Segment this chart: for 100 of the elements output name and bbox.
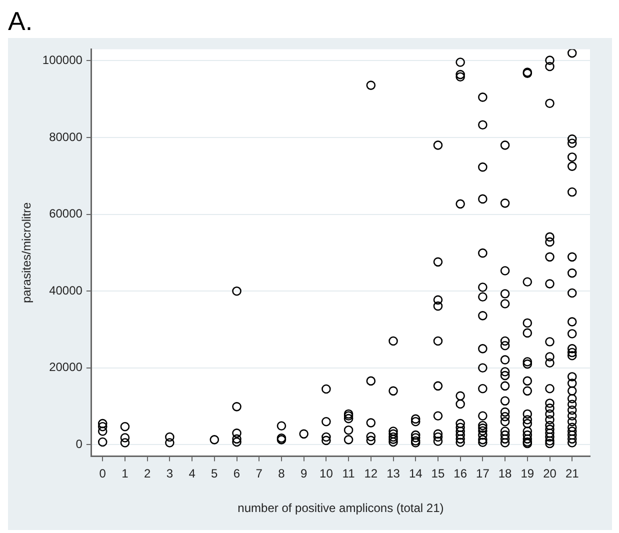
y-tick-label: 80000 xyxy=(49,130,83,144)
point xyxy=(344,414,354,424)
x-tick-label: 6 xyxy=(233,466,240,481)
point xyxy=(232,402,242,412)
point xyxy=(410,433,420,442)
point xyxy=(567,152,577,162)
point xyxy=(478,426,488,436)
point xyxy=(478,384,488,394)
point xyxy=(322,384,331,394)
point xyxy=(567,438,577,448)
point xyxy=(545,404,554,413)
point xyxy=(478,411,488,421)
x-tick-label: 19 xyxy=(520,466,534,481)
x-tick-label: 11 xyxy=(342,466,356,481)
point xyxy=(522,418,532,428)
point xyxy=(567,426,577,436)
x-tick-label: 3 xyxy=(166,466,174,481)
point xyxy=(165,438,174,448)
x-tick-label: 12 xyxy=(364,466,378,481)
point xyxy=(545,415,554,424)
point xyxy=(545,337,554,346)
point xyxy=(522,430,532,440)
x-tick-label: 7 xyxy=(256,466,263,481)
point xyxy=(478,194,488,204)
point xyxy=(433,257,443,267)
point xyxy=(478,435,488,444)
point xyxy=(232,428,242,438)
point xyxy=(322,416,331,426)
point xyxy=(500,140,510,150)
point xyxy=(500,367,510,376)
point xyxy=(210,435,220,444)
point xyxy=(410,416,420,426)
point xyxy=(500,370,510,380)
point xyxy=(545,98,554,108)
point xyxy=(433,381,443,391)
point xyxy=(567,350,577,360)
point xyxy=(545,62,554,72)
point xyxy=(388,426,398,436)
point xyxy=(478,292,488,302)
point xyxy=(232,437,242,447)
point xyxy=(344,425,354,435)
point xyxy=(456,72,465,82)
x-tick-label: 1 xyxy=(122,466,129,481)
point xyxy=(98,418,108,428)
point xyxy=(522,359,532,369)
y-axis-title: parasites/microlitre xyxy=(20,202,34,304)
point xyxy=(567,411,577,421)
point xyxy=(522,328,532,338)
point xyxy=(478,162,488,172)
point xyxy=(456,426,465,436)
point xyxy=(410,438,420,448)
point xyxy=(478,438,488,448)
point xyxy=(567,434,577,444)
point xyxy=(456,434,465,444)
point xyxy=(98,422,108,432)
point xyxy=(500,426,510,436)
x-tick-label: 10 xyxy=(320,466,334,481)
point xyxy=(322,436,331,446)
point xyxy=(388,434,398,444)
point xyxy=(500,434,510,444)
x-axis-title: number of positive amplicons (total 21) xyxy=(238,501,444,516)
point xyxy=(567,405,577,415)
point xyxy=(478,430,488,440)
point xyxy=(120,433,130,442)
point xyxy=(500,407,510,417)
point xyxy=(388,336,398,346)
point xyxy=(567,372,577,382)
point xyxy=(545,398,554,408)
point xyxy=(545,436,554,446)
point xyxy=(500,438,510,448)
point xyxy=(567,49,577,58)
point xyxy=(545,432,554,442)
point xyxy=(500,396,510,406)
x-tick-label: 5 xyxy=(211,466,218,481)
point xyxy=(567,430,577,440)
point xyxy=(567,329,577,338)
point xyxy=(322,432,331,442)
point xyxy=(366,376,376,386)
point xyxy=(500,430,510,440)
point xyxy=(567,422,577,432)
point xyxy=(545,279,554,288)
y-tick-label: 60000 xyxy=(49,206,83,221)
point xyxy=(567,187,577,197)
point xyxy=(388,437,398,447)
point xyxy=(478,363,488,373)
point xyxy=(232,286,242,296)
point xyxy=(388,432,398,442)
x-tick-label: 13 xyxy=(386,466,400,481)
point xyxy=(433,295,443,305)
point xyxy=(410,436,420,446)
point xyxy=(567,394,577,404)
point xyxy=(567,416,577,426)
point xyxy=(478,311,488,320)
point xyxy=(366,80,376,90)
point xyxy=(478,248,488,258)
point xyxy=(522,409,532,419)
y-tick-label: 0 xyxy=(76,436,83,451)
point xyxy=(567,288,577,298)
point xyxy=(120,438,130,448)
point xyxy=(500,381,510,391)
